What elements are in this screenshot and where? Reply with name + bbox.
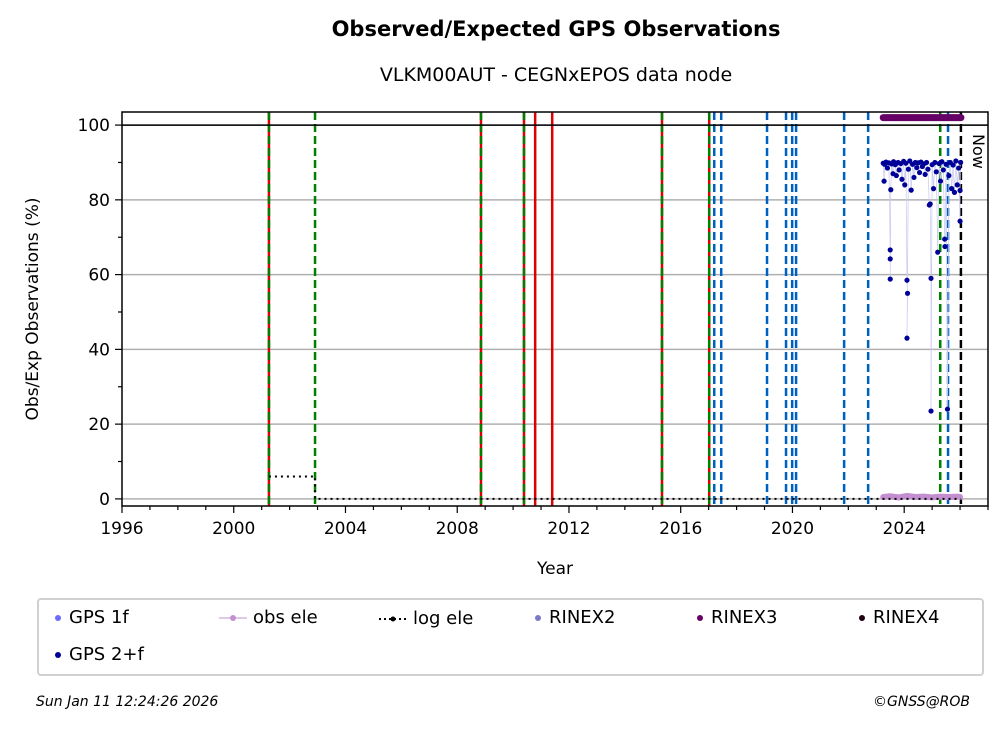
gps-2f-point (902, 182, 908, 188)
legend-marker (859, 614, 865, 621)
chart-subtitle: VLKM00AUT - CEGNxEPOS data node (379, 64, 733, 86)
credit: ©GNSS@ROB (873, 694, 970, 710)
legend-marker (379, 616, 407, 621)
legend-item-obs-ele: obs ele (219, 607, 318, 628)
gps-2f-point (922, 171, 928, 178)
gps-2f-point (904, 290, 911, 296)
x-tick-label: 2000 (212, 519, 255, 539)
y-tick-label: 60 (88, 266, 110, 286)
gps-2f-point (953, 158, 959, 164)
gps-2f-point (943, 161, 949, 167)
gps-2f-point (896, 167, 902, 173)
gps-2f-point (957, 187, 963, 194)
gps-2f-point (927, 201, 933, 207)
legend-item-gps-2f: GPS 2+f (53, 644, 144, 665)
log-ele-line (268, 475, 961, 500)
x-axis-label: Year (536, 559, 573, 579)
y-tick-label: 0 (99, 490, 110, 510)
gps-2f-point (940, 167, 946, 173)
legend-label: RINEX2 (549, 607, 616, 628)
y-tick-label: 20 (88, 415, 110, 435)
legend-marker (535, 614, 541, 621)
gps-2f-point (904, 277, 910, 283)
gps-2f-point (944, 406, 951, 412)
chart-title: Observed/Expected GPS Observations (331, 17, 781, 41)
gps-2f-point (911, 174, 917, 181)
legend-label: GPS 2+f (69, 644, 144, 665)
obs-ele-point (957, 494, 963, 500)
gps-2f-point (946, 172, 952, 179)
legend-marker (55, 614, 61, 621)
timestamp: Sun Jan 11 12:24:26 2026 (36, 694, 219, 710)
gps-2f-point (942, 243, 948, 250)
gps-2f-point (937, 178, 944, 184)
gps-2f-point (905, 166, 911, 172)
gps-2f-point (928, 408, 934, 414)
x-tick-label: 2020 (771, 519, 814, 539)
legend: GPS 1f obs ele log ele RINEX2 RINEX3 RIN… (37, 598, 984, 676)
obs-ele-point (938, 494, 944, 500)
x-tick-label: 2004 (324, 519, 367, 539)
obs-ele-point (887, 493, 893, 499)
gps-2f-point (928, 275, 934, 281)
now-label: Now (969, 134, 988, 169)
legend-item-gps-1f: GPS 1f (53, 607, 129, 628)
legend-label: log ele (413, 608, 474, 629)
gps-2f-point (950, 162, 956, 168)
gps-2f-point (887, 256, 893, 262)
x-tick-label: 1996 (100, 519, 143, 539)
gps-2f-point (881, 178, 887, 184)
gps-2f-point (916, 169, 923, 176)
x-tick-label: 2024 (883, 519, 926, 539)
gps-2f-point (923, 159, 930, 166)
x-tick-label: 2008 (436, 519, 479, 539)
legend-item-rinex4: RINEX4 (857, 607, 939, 628)
y-tick-label: 100 (78, 116, 110, 136)
gps-2f-point (925, 166, 931, 172)
gps-2f-point (933, 169, 939, 175)
legend-label: RINEX3 (711, 607, 778, 628)
gps-2f-point (914, 165, 920, 171)
gps-2f-point (884, 165, 891, 171)
gps-2f-point (949, 186, 955, 192)
obs-ele-point (904, 493, 910, 499)
legend-item-rinex2: RINEX2 (533, 607, 615, 628)
gps-2f-point (951, 189, 958, 195)
gps-2f-point (903, 160, 909, 166)
legend-item-log-ele: log ele (379, 608, 473, 629)
y-tick-label: 80 (88, 191, 110, 211)
gps-2f-point (935, 249, 941, 255)
obs-ele-point (896, 494, 902, 500)
gps-2f-point (930, 186, 937, 192)
gps-2f-point (887, 276, 893, 282)
gps-2f-point (939, 159, 945, 165)
y-tick-label: 40 (88, 340, 110, 360)
gps-2f-point (888, 187, 894, 193)
legend-label: GPS 1f (69, 607, 129, 628)
gps-2f-point (932, 159, 938, 166)
gps-2f-point (957, 218, 963, 224)
gps-2f-point (942, 236, 948, 242)
legend-marker (697, 614, 703, 621)
legend-label: obs ele (253, 607, 318, 628)
y-axis-label: Obs/Exp Observations (%) (23, 198, 43, 421)
gps-2f-point (958, 159, 964, 166)
plot-frame (121, 111, 989, 507)
gps-2f-point (956, 165, 962, 171)
legend-item-rinex3: RINEX3 (695, 607, 777, 628)
gps-2f-point (893, 172, 899, 179)
legend-label: RINEX4 (873, 607, 940, 628)
gps-2f-point (899, 176, 905, 182)
x-tick-label: 2012 (547, 519, 590, 539)
gps-2f-point (908, 187, 914, 193)
x-tick-label: 2016 (659, 519, 702, 539)
gps-2f-point (887, 247, 893, 253)
gps-2f-point (904, 335, 910, 341)
gps-2f-point (954, 182, 960, 188)
legend-marker (55, 651, 61, 658)
legend-marker (219, 614, 247, 621)
